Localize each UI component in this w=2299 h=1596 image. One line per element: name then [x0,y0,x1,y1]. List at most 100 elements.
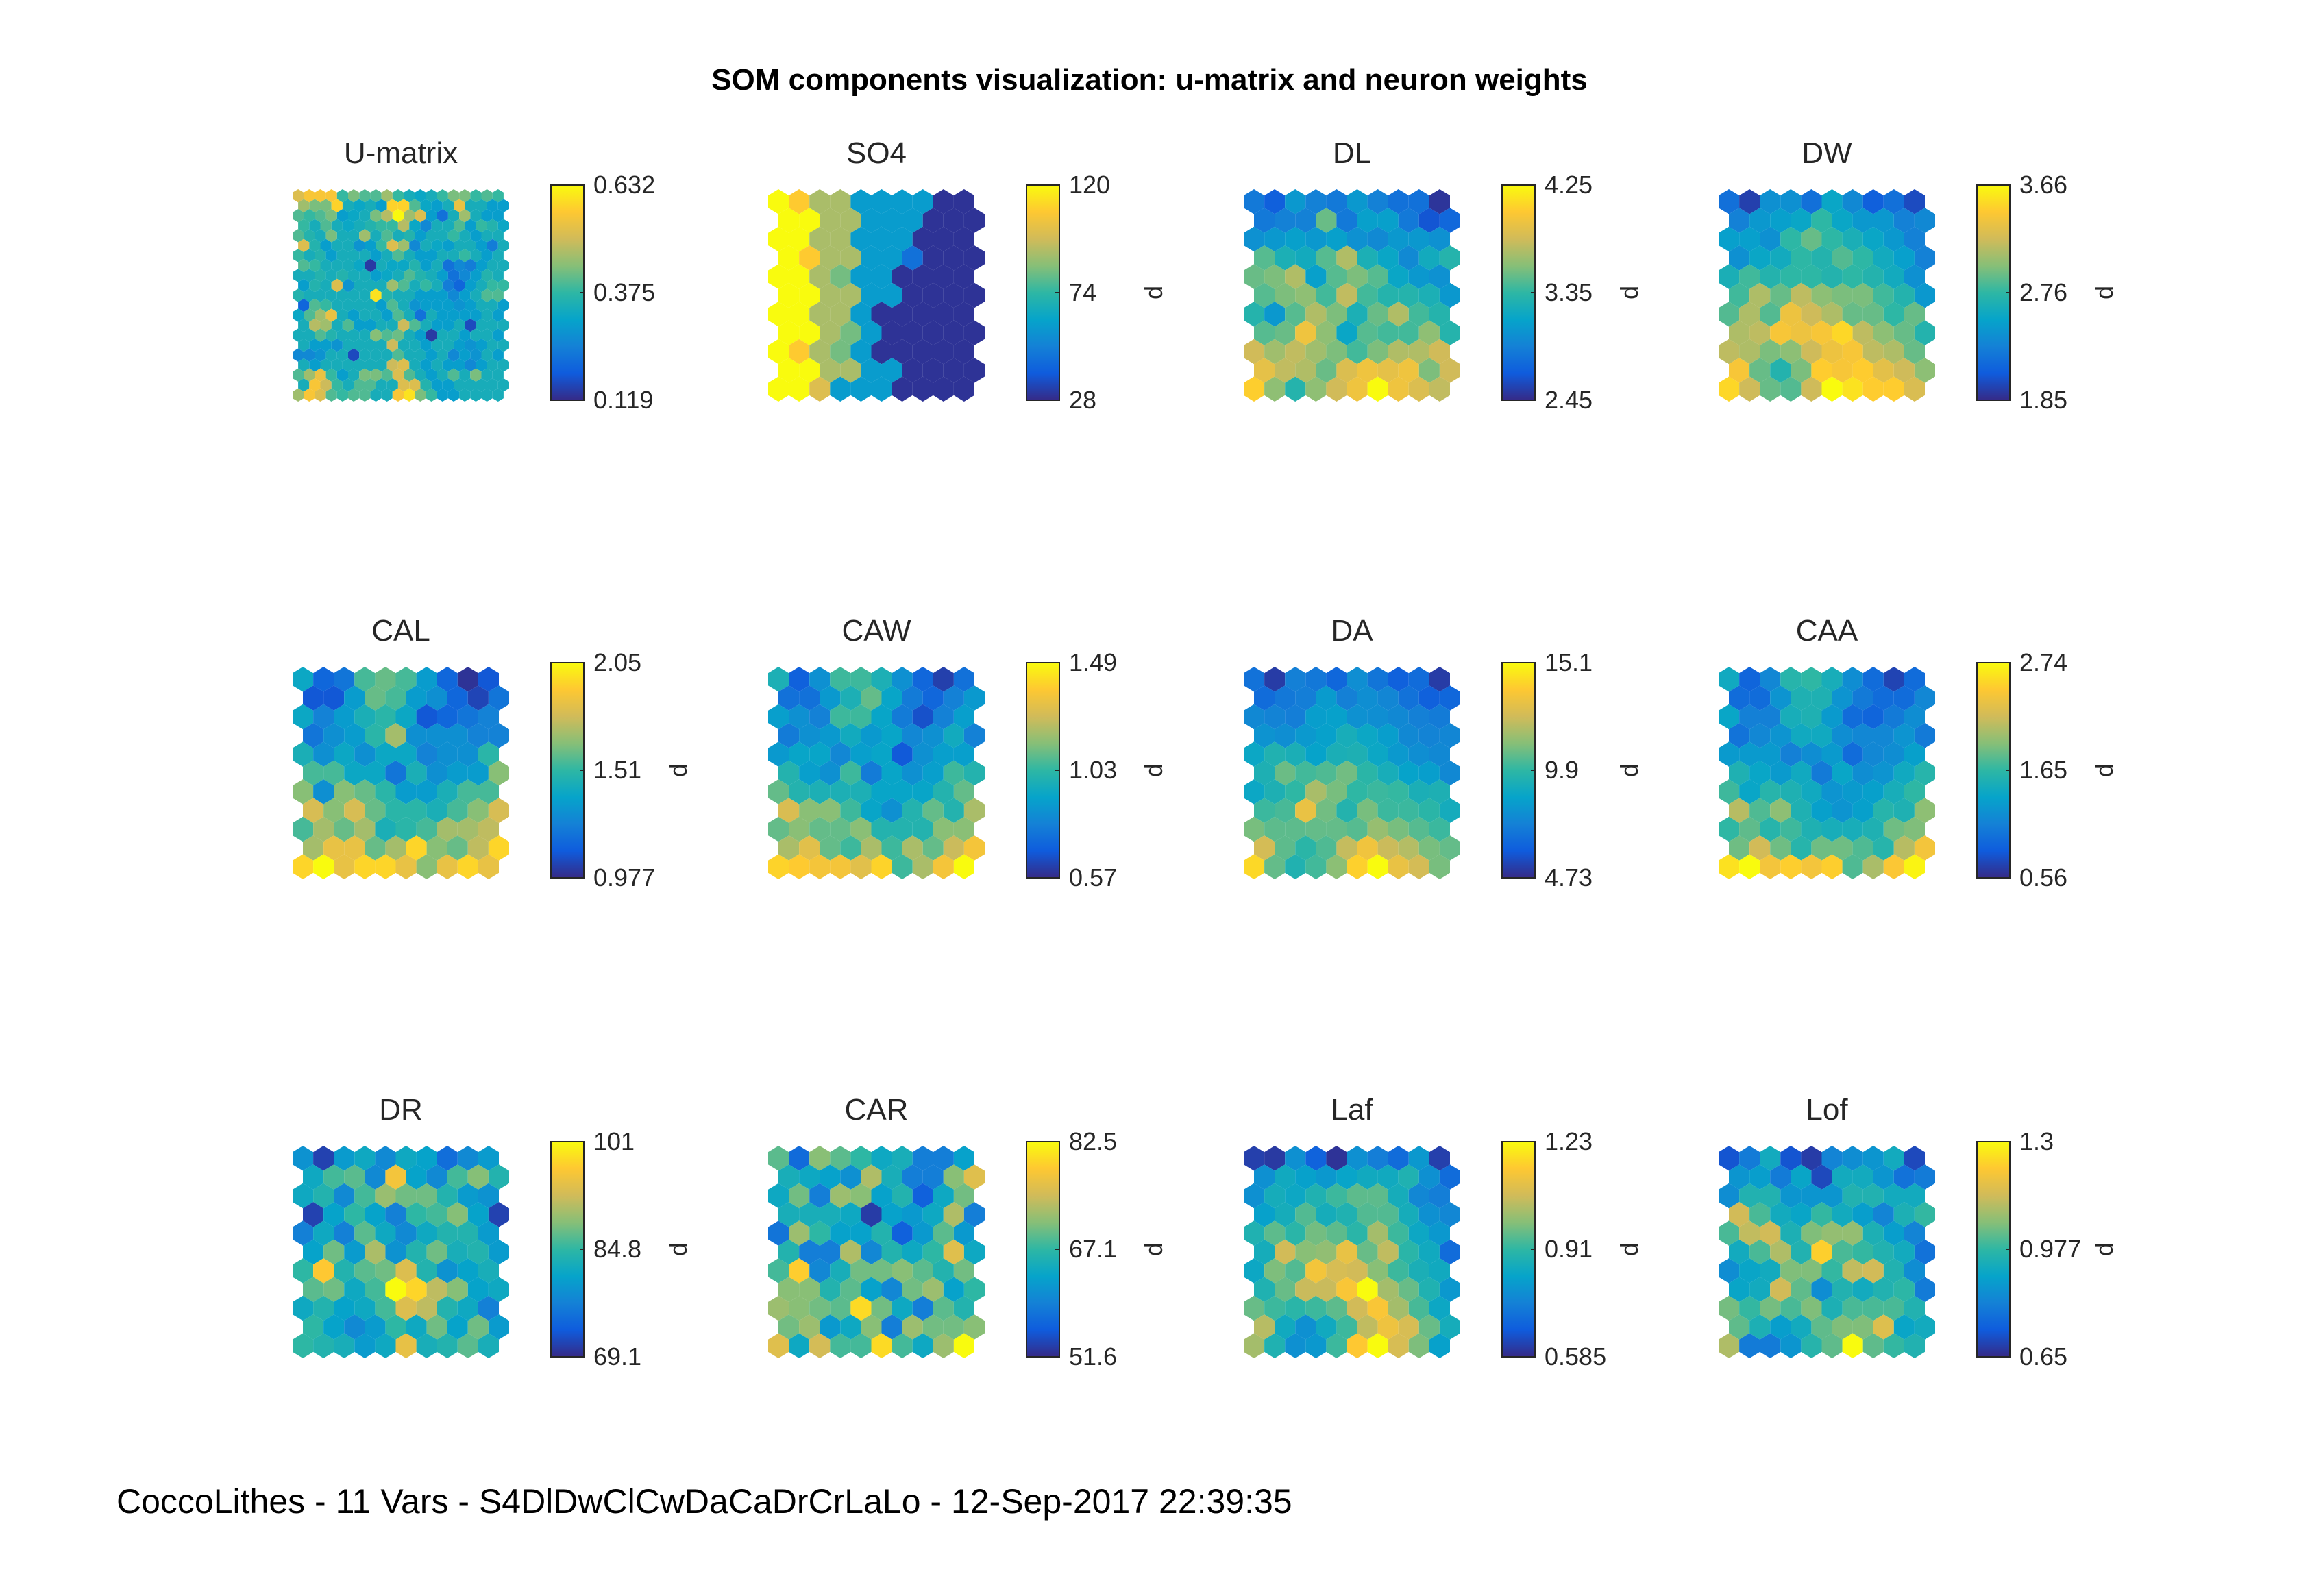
hex-cell [768,704,789,730]
hex-cell [1801,1333,1822,1358]
hex-cell [375,667,396,692]
hex-cell [406,1164,427,1190]
hex-cell [850,854,872,879]
hex-cell [1729,245,1750,271]
hex-cell [313,1183,334,1209]
hex-cell [1377,208,1399,233]
hex-cell [457,667,478,692]
hex-cell [1264,1146,1286,1171]
hex-cell [395,779,417,805]
hex-cell [426,1164,447,1190]
hex-cell [1749,358,1771,383]
hex-cell [1739,704,1760,730]
hex-cell [1326,704,1347,730]
hex-cell [1316,1164,1337,1190]
hex-cell [850,339,872,365]
hex-cell [809,779,831,805]
hex-cell [1439,835,1460,861]
hex-cell [1357,282,1378,308]
hex-cell [1254,208,1275,233]
hex-cell [313,1220,334,1246]
hex-cell [354,667,376,692]
hex-cell [293,229,304,243]
hex-cell [481,288,493,302]
hex-map [1719,1146,1935,1358]
hex-cell [442,378,454,392]
hex-cell [386,238,398,252]
hex-cell [492,209,504,223]
hex-cell [334,1295,355,1321]
hex-cell [1832,1314,1853,1340]
hex-cell [1729,798,1750,823]
hex-cell [447,288,460,302]
colorbar-tick-label: 4.25 [1545,171,1593,199]
hex-cell [470,209,482,223]
hex-cell [1398,320,1419,345]
hex-cell [465,318,476,332]
hex-cell [313,1295,334,1321]
hex-cell [1408,1333,1429,1358]
hex-cell [912,302,933,327]
hex-cell [1862,302,1884,327]
hex-cell [304,328,315,342]
hex-cell [437,348,448,362]
hex-cell [1904,1146,1925,1171]
hex-cell [861,208,882,233]
hex-cell [778,798,800,823]
hex-cell [437,368,448,382]
colorbar-tick-label: 0.375 [593,278,655,306]
hex-cell [1904,189,1925,214]
hex-cell [426,723,447,748]
hex-cell [1408,264,1429,289]
hex-cell [1439,1314,1460,1340]
hex-cell [1357,208,1378,233]
hex-cell [1862,816,1884,842]
hex-cell [1254,358,1275,383]
hex-cell [933,1146,954,1171]
hex-cell [457,1333,478,1358]
colorbar-tick-label: 28 [1069,386,1096,414]
hex-cell [861,1314,882,1340]
hex-cell [303,685,324,711]
hex-cell [1904,264,1925,289]
hex-cell [344,723,365,748]
hex-cell [331,219,343,232]
hex-cell [375,1295,396,1321]
hex-cell [1760,816,1781,842]
hex-cell [1770,245,1791,271]
hex-cell [933,189,954,214]
hex-cell [1852,208,1873,233]
hex-cell [476,219,487,232]
hex-cell [881,358,902,383]
colorbar-tick-label: 2.05 [593,648,641,676]
hex-cell [1285,704,1306,730]
colorbar-label: d [1140,763,1168,777]
hex-cell [488,835,509,861]
hex-cell [478,779,499,805]
hex-cell [1739,667,1760,692]
hex-cell [309,318,321,332]
hex-map [768,189,985,402]
hex-cell [1336,1202,1357,1227]
colorbar [550,662,585,879]
hex-cell [1367,1146,1388,1171]
hex-cell [963,798,985,823]
hex-cell [1780,854,1802,879]
hex-cell [922,245,944,271]
hex-cell [397,278,410,293]
hex-cell [457,1258,478,1284]
hex-cell [1367,189,1388,214]
hex-cell [487,298,498,312]
hex-cell [354,318,365,332]
hex-cell [933,1258,954,1284]
hex-cell [850,1146,872,1171]
panel-title: DW [1802,136,1852,170]
hex-cell [1418,245,1440,271]
figure-title: SOM components visualization: u-matrix a… [711,63,1588,97]
hex-cell [431,199,443,212]
hex-cell [447,723,468,748]
hex-cell [1305,1333,1327,1358]
hex-cell [778,245,800,271]
hex-cell [325,388,337,402]
hex-cell [488,1164,509,1190]
